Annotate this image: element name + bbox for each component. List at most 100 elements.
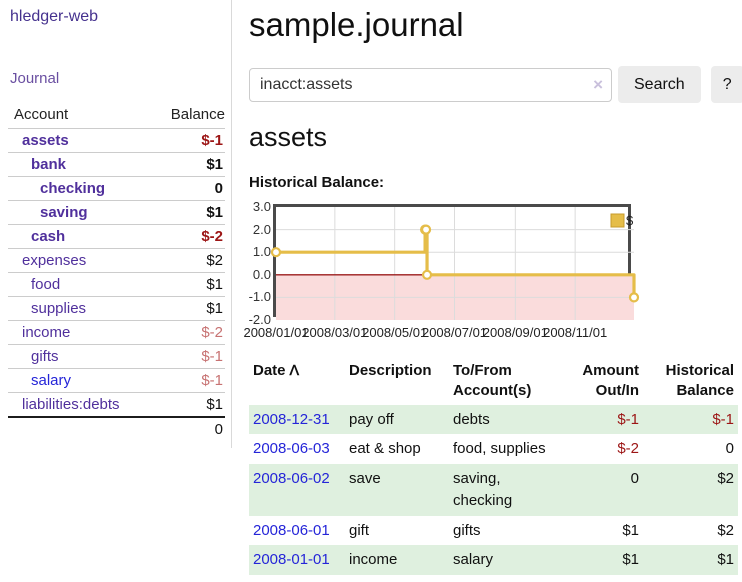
account-name-cell: liabilities:debts [8,392,155,417]
y-tick-label: 3.0 [252,199,271,214]
amount-cell: $-2 [617,440,639,458]
account-link[interactable]: salary [31,372,72,389]
accounts-header-balance: Balance [170,106,225,123]
account-link[interactable]: saving [40,204,88,221]
help-button[interactable]: ? [710,66,742,103]
account-balance: $2 [154,248,225,273]
account-row: gifts $-1 [8,344,225,369]
accounts-tbody: Account Balance assets $-1 bank $1 checking 0… [8,104,225,417]
column-header-accounts[interactable]: To/From Account(s) [453,362,532,400]
accounts-cell: debts [453,410,490,428]
spacer-cell [8,416,155,441]
account-link[interactable]: food [31,276,61,293]
account-name-cell: cash [8,224,155,249]
y-tick-label: 0.0 [252,266,271,282]
amount-cell: $1 [622,551,639,569]
account-name-cell: income [8,320,155,345]
account-name-cell: saving [8,200,155,225]
accounts-total-row: 0 [8,416,225,441]
account-name-cell: checking [8,176,155,201]
x-tick-label: 2008/03/01 [302,325,368,340]
account-balance: 0 [154,176,225,201]
account-link[interactable]: supplies [31,300,87,317]
account-link[interactable]: income [22,324,71,341]
description-cell: pay off [349,410,394,428]
sidebar-item-journal[interactable]: Journal [10,70,60,87]
chart-svg: $ [270,207,640,320]
account-row: liabilities:debts $1 [8,392,225,417]
account-row: assets $-1 [8,128,225,153]
transaction-date-link[interactable]: 2008-01-01 [253,551,330,569]
balance-cell: 0 [725,440,734,458]
accounts-header-account: Account [14,106,69,123]
date-cell: 2008-01-01 [249,545,345,575]
column-header-description[interactable]: Description [349,362,432,379]
brand-link[interactable]: hledger-web [10,8,99,25]
account-link[interactable]: checking [40,180,106,197]
transaction-row: 2008-12-31 pay off debts $-1 $-1 [249,404,738,435]
x-tick-label: 2008/11/01 [543,325,608,340]
transaction-row: 2008-06-03 eat & shop food, supplies $-2 0 [249,434,738,464]
account-name-cell: bank [8,152,155,177]
account-name-cell: food [8,272,155,297]
account-link[interactable]: liabilities:debts [22,396,120,413]
account-name-cell: expenses [8,248,155,273]
transaction-date-link[interactable]: 2008-06-03 [253,440,330,458]
main-content: sample.journal × Search ? assets Histori… [243,0,742,582]
account-row: cash $-2 [8,224,225,249]
balance-cell: $-1 [712,410,734,428]
account-heading: assets [249,122,328,152]
account-row: checking 0 [8,176,225,201]
date-cell: 2008-06-02 [249,464,345,516]
accounts-table: Account Balance assets $-1 bank $1 checking 0… [8,104,225,441]
account-link[interactable]: cash [31,228,66,245]
transaction-row: 2008-06-01 gift gifts $1 $2 [249,516,738,546]
register-table: Date ᐱ Description To/From Account(s) Amo… [249,358,738,575]
page-title: sample.journal [249,6,464,43]
account-balance: $1 [154,392,225,417]
account-balance: $-1 [154,344,225,369]
register-header-row: Date ᐱ Description To/From Account(s) Amo… [249,358,738,405]
accounts-cell: salary [453,551,494,569]
balance-chart: $ 3.0 2.0 1.0 0.0 -1.0 -2.0 2008/01/01 2008/03… [243,199,742,346]
clear-search-icon[interactable]: × [593,74,603,94]
account-link[interactable]: bank [31,156,67,173]
account-row: income $-2 [8,320,225,345]
account-row: bank $1 [8,152,225,177]
search-input[interactable] [249,67,612,102]
account-link[interactable]: assets [22,132,69,149]
sort-asc-icon: ᐱ [289,362,300,378]
column-header-date[interactable]: Date ᐱ [249,358,345,405]
description-cell: income [349,551,398,569]
balance-cell: $2 [717,470,734,487]
account-balance: $1 [154,152,225,177]
account-balance: $-2 [154,320,225,345]
transaction-date-link[interactable]: 2008-06-01 [253,521,330,539]
search-button[interactable]: Search [618,66,701,103]
amount-cell: $1 [622,521,639,539]
account-link[interactable]: gifts [31,348,59,365]
x-tick-label: 2008/05/01 [362,325,428,340]
account-balance: $-1 [154,368,225,393]
account-row: supplies $1 [8,296,225,321]
balance-cell: $2 [717,521,734,539]
account-balance: $1 [154,296,225,321]
description-cell: save [349,470,381,487]
account-row: food $1 [8,272,225,297]
transaction-date-link[interactable]: 2008-06-02 [253,470,330,487]
accounts-header-row: Account Balance [8,104,225,129]
amount-cell: 0 [630,470,639,487]
transaction-date-link[interactable]: 2008-12-31 [253,410,330,428]
y-tick-label: -1.0 [248,289,271,305]
account-name-cell: gifts [8,344,155,369]
account-link[interactable]: expenses [22,252,87,269]
column-header-balance[interactable]: Historical Balance [665,362,734,400]
search-input-wrap: × [249,67,612,102]
transaction-row: 2008-06-02 save saving, checking 0 $2 [249,464,738,516]
legend-label: $ [626,213,634,228]
x-tick-label: 2008/09/01 [482,325,548,340]
account-balance: $1 [154,200,225,225]
column-header-amount[interactable]: Amount Out/In [582,362,639,400]
amount-cell: $-1 [617,410,639,428]
date-header-label: Date [253,362,286,379]
